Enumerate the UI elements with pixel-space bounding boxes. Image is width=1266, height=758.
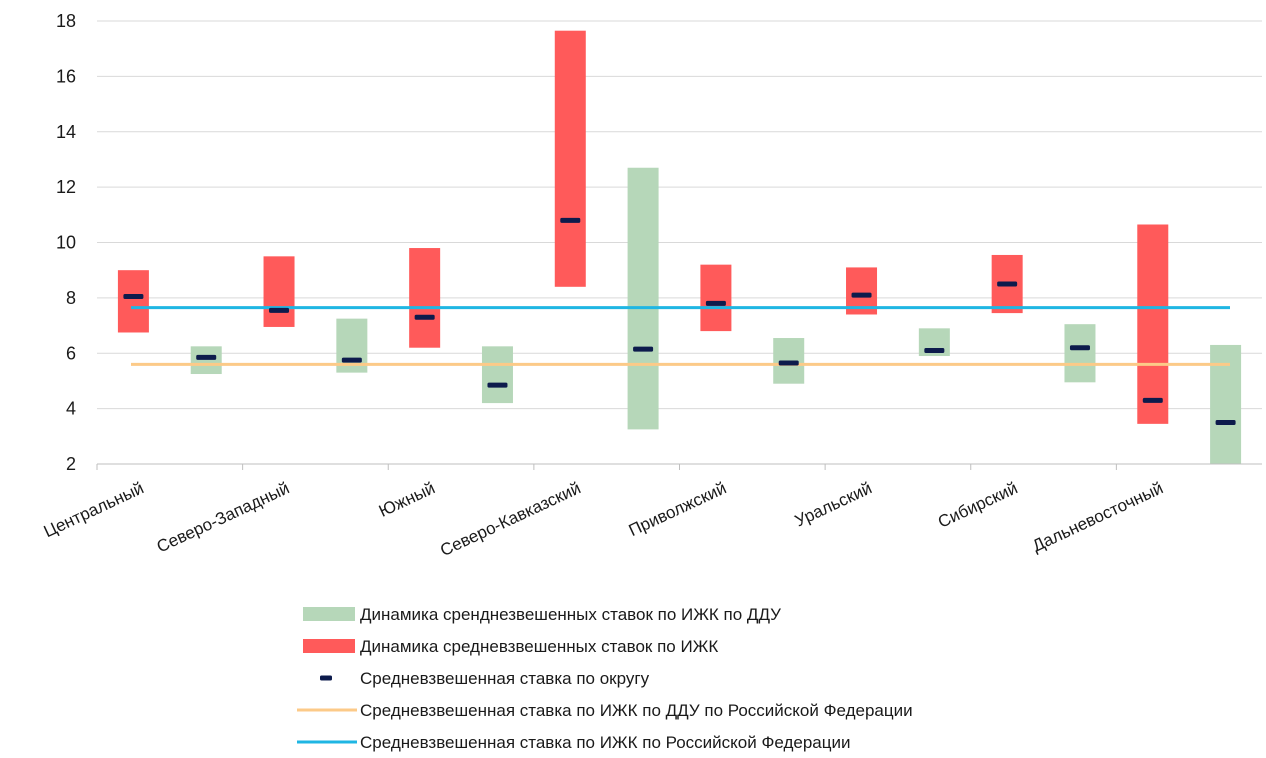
average-marker	[1069, 345, 1090, 351]
y-tick-label: 4	[66, 399, 76, 419]
legend-item: Средневзвешенная ставка по ИЖК по ДДУ по…	[297, 701, 913, 720]
average-markers	[123, 217, 1236, 425]
legend-item: Динамика сренднезвешенных ставок по ИЖК …	[303, 605, 781, 624]
y-tick-label: 14	[56, 122, 76, 142]
x-tick-label: Южный	[376, 478, 438, 520]
legend-item: Средневзвешенная ставка по ИЖК по Россий…	[297, 733, 851, 752]
average-marker	[269, 307, 290, 313]
average-marker	[487, 382, 508, 388]
izhk-range-bar	[554, 30, 586, 287]
legend-label: Динамика сренднезвешенных ставок по ИЖК …	[360, 605, 781, 624]
y-axis: 2 4 6 8 10 12 14 16 18	[56, 11, 76, 474]
average-marker	[1215, 419, 1236, 425]
average-marker	[1142, 397, 1163, 403]
x-tick-label: Сибирский	[935, 478, 1020, 531]
x-tick-label: Северо-Кавказский	[437, 478, 583, 560]
ddu-range-bar	[1210, 344, 1242, 464]
x-axis: Центральный Северо-Западный Южный Северо-Ка…	[41, 463, 1262, 560]
x-tick-label: Уральский	[792, 478, 875, 530]
izhk-range-bar	[117, 270, 149, 333]
legend-swatch	[303, 639, 355, 653]
legend-label: Средневзвешенная ставка по ИЖК по Россий…	[360, 733, 851, 752]
izhk-range-bar	[409, 248, 441, 348]
izhk-range-bar	[700, 264, 732, 332]
x-tick-label: Приволжский	[626, 478, 729, 540]
legend-label: Средневзвешенная ставка по округу	[360, 669, 650, 688]
izhk-range-bar	[263, 256, 295, 327]
average-marker	[560, 217, 581, 223]
reference-lines	[131, 306, 1230, 366]
y-tick-label: 16	[56, 66, 76, 86]
y-tick-label: 8	[66, 288, 76, 308]
average-marker	[341, 357, 362, 363]
y-tick-label: 10	[56, 233, 76, 253]
average-marker	[123, 293, 144, 299]
x-tick-label: Центральный	[41, 478, 147, 541]
x-tick-label: Дальневосточный	[1029, 478, 1166, 555]
ddu-range-bar	[1064, 324, 1096, 383]
average-marker	[633, 346, 654, 352]
y-tick-label: 12	[56, 177, 76, 197]
average-marker	[924, 347, 945, 353]
y-tick-label: 2	[66, 454, 76, 474]
average-marker	[997, 281, 1018, 287]
y-tick-label: 6	[66, 343, 76, 363]
average-marker	[705, 300, 726, 306]
average-marker	[414, 314, 435, 320]
y-tick-label: 18	[56, 11, 76, 31]
legend-label: Средневзвешенная ставка по ИЖК по ДДУ по…	[360, 701, 913, 720]
legend-swatch	[320, 675, 332, 681]
legend-label: Динамика средневзвешенных ставок по ИЖК	[360, 637, 718, 656]
average-marker	[778, 360, 799, 366]
legend-item: Средневзвешенная ставка по округу	[320, 669, 650, 688]
legend: Динамика сренднезвешенных ставок по ИЖК …	[297, 605, 913, 752]
izhk-range-bar	[1137, 224, 1169, 424]
x-tick-label: Северо-Западный	[154, 478, 293, 556]
average-marker	[196, 354, 217, 360]
average-marker	[851, 292, 872, 298]
ddu-range-bar	[481, 346, 513, 404]
ddu-range-bar	[190, 346, 222, 375]
bars	[117, 30, 1242, 464]
legend-item: Динамика средневзвешенных ставок по ИЖК	[303, 637, 718, 656]
ddu-range-bar	[627, 167, 659, 430]
legend-swatch	[303, 607, 355, 621]
